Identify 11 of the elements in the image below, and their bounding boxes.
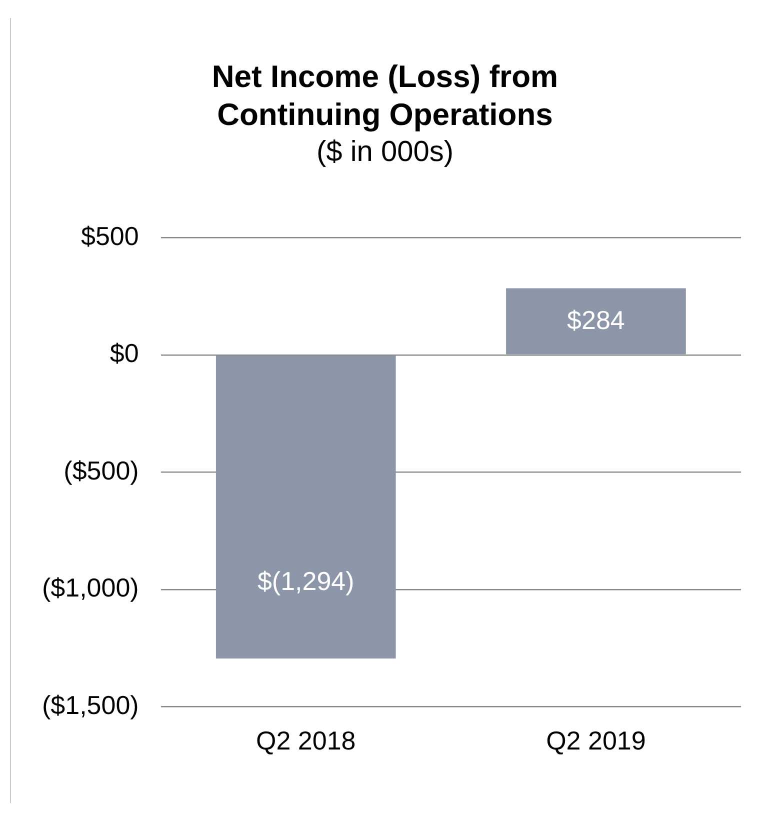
chart-title: Net Income (Loss) from Continuing Operations [210, 58, 560, 134]
x-tick-label: Q2 2018 [256, 726, 356, 756]
data-label: $284 [567, 304, 625, 335]
x-tick-label: Q2 2019 [546, 726, 646, 756]
y-tick-label: $500 [80, 220, 139, 251]
y-tick-label: $0 [110, 338, 139, 368]
y-tick-label: ($1,500) [42, 690, 139, 720]
data-label: $(1,294) [257, 566, 354, 596]
y-tick-label: ($500) [64, 455, 139, 486]
y-tick-label: ($1,000) [42, 572, 139, 603]
chart-subtitle: ($ in 000s) [315, 136, 454, 169]
